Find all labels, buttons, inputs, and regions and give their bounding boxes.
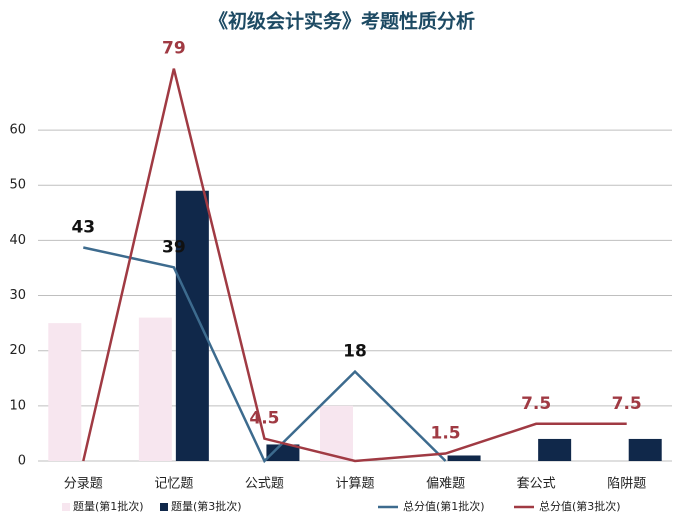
chart-title: 《初级会计实务》考题性质分析 bbox=[209, 10, 475, 33]
legend-swatch bbox=[62, 503, 70, 511]
x-tick-label: 偏难题 bbox=[426, 477, 465, 492]
y-tick-label: 20 bbox=[9, 343, 26, 358]
legend-label: 题量(第1批次) bbox=[73, 499, 144, 513]
y-tick-label: 10 bbox=[9, 398, 26, 413]
bar bbox=[320, 405, 353, 461]
y-tick-label: 50 bbox=[9, 178, 26, 193]
y-tick-label: 40 bbox=[9, 233, 26, 248]
bar bbox=[138, 317, 172, 461]
x-tick-label: 计算题 bbox=[335, 477, 374, 492]
data-label: 18 bbox=[343, 342, 367, 362]
x-tick-label: 分录题 bbox=[64, 477, 103, 492]
data-label: 79 bbox=[162, 39, 186, 59]
legend-label: 题量(第3批次) bbox=[171, 499, 242, 513]
data-label: 7.5 bbox=[521, 394, 551, 414]
data-label: 7.5 bbox=[612, 394, 642, 414]
data-label: 39 bbox=[162, 237, 186, 257]
data-label: 1.5 bbox=[431, 424, 461, 444]
x-tick-label: 套公式 bbox=[517, 476, 556, 492]
legend-label: 总分值(第1批次) bbox=[403, 499, 485, 513]
legend-swatch bbox=[160, 503, 168, 511]
legend-label: 总分值(第3批次) bbox=[539, 499, 621, 513]
line bbox=[83, 246, 447, 464]
x-tick-label: 公式题 bbox=[245, 477, 284, 492]
y-tick-label: 0 bbox=[18, 454, 26, 469]
bar bbox=[628, 438, 662, 461]
bar bbox=[266, 444, 300, 461]
bar bbox=[48, 323, 82, 461]
bar bbox=[447, 455, 481, 461]
line bbox=[82, 68, 627, 463]
y-tick-label: 30 bbox=[9, 288, 26, 303]
x-tick-label: 记忆题 bbox=[154, 476, 193, 492]
x-tick-label: 陷阱题 bbox=[607, 477, 646, 492]
bar bbox=[538, 438, 572, 461]
data-label: 43 bbox=[71, 217, 95, 237]
data-label: 4.5 bbox=[249, 409, 279, 429]
y-tick-label: 60 bbox=[9, 123, 26, 138]
bar bbox=[175, 190, 209, 461]
